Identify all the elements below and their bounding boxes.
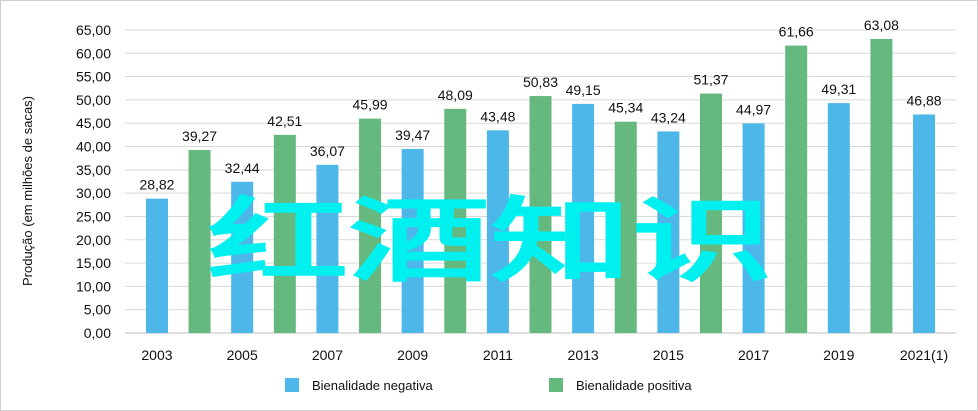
data-label: 32,44	[225, 160, 260, 176]
bar-2006	[273, 134, 296, 333]
y-tick-label: 0,00	[84, 325, 111, 341]
data-label: 44,97	[736, 101, 771, 117]
data-label: 61,66	[779, 24, 814, 40]
y-tick-label: 50,00	[76, 92, 111, 108]
x-tick-label: 2009	[397, 347, 428, 363]
y-tick-label: 45,00	[76, 115, 111, 131]
data-label: 46,88	[907, 92, 942, 108]
data-label: 43,48	[480, 108, 515, 124]
x-tick-label: 2017	[738, 347, 769, 363]
data-label: 45,34	[608, 100, 643, 116]
bar-2005	[231, 181, 254, 333]
y-tick-label: 5,00	[84, 302, 111, 318]
watermark-text: 红酒知识	[207, 188, 773, 295]
y-tick-label: 25,00	[76, 208, 111, 224]
data-label: 63,08	[864, 17, 899, 33]
bar-2013	[572, 103, 595, 334]
y-tick-label: 30,00	[76, 185, 111, 201]
y-axis-label: Produção (em milhões de sacas)	[20, 96, 35, 286]
bar-2020	[870, 38, 893, 333]
data-label: 51,37	[693, 72, 728, 88]
bar-2009	[401, 149, 424, 333]
y-tick-label: 40,00	[76, 139, 111, 155]
bar-2012	[529, 96, 552, 333]
y-tick-label: 15,00	[76, 255, 111, 271]
bar-2016	[699, 93, 722, 333]
x-tick-label: 2005	[227, 347, 258, 363]
y-tick-label: 65,00	[76, 22, 111, 38]
y-tick-label: 20,00	[76, 232, 111, 248]
data-label: 48,09	[438, 87, 473, 103]
bar-2018	[785, 45, 808, 333]
bar-2019	[827, 103, 850, 333]
x-tick-label: 2007	[312, 347, 343, 363]
bar-2021(1)	[913, 114, 936, 334]
data-label: 49,15	[566, 82, 601, 98]
bar-2003	[145, 198, 168, 333]
y-tick-label: 35,00	[76, 162, 111, 178]
data-label: 45,99	[353, 97, 388, 113]
bars	[145, 38, 936, 334]
legend-swatch-positiva	[549, 378, 563, 392]
data-label: 36,07	[310, 143, 345, 159]
bar-2010	[444, 108, 467, 333]
bar-2004	[188, 149, 211, 333]
y-tick-label: 60,00	[76, 45, 111, 61]
data-label: 43,24	[651, 109, 686, 125]
x-tick-label: 2011	[483, 347, 513, 363]
legend-label-negativa: Bienalidade negativa	[312, 378, 433, 393]
bar-2015	[657, 131, 680, 333]
y-tick-label: 55,00	[76, 69, 111, 85]
x-tick-label: 2013	[568, 347, 599, 363]
x-axis-ticks: 2003 2005 2007 2009 2011 2013 2015 2017 2019 2021…	[141, 347, 948, 363]
x-tick-label: 2021(1)	[900, 347, 948, 363]
data-label: 39,47	[395, 127, 430, 143]
x-tick-label: 2003	[141, 347, 172, 363]
legend-label-positiva: Bienalidade positiva	[576, 378, 692, 393]
data-label: 42,51	[267, 113, 302, 129]
legend-swatch-negativa	[285, 378, 299, 392]
x-tick-label: 2015	[653, 347, 684, 363]
bar-2017	[742, 123, 765, 334]
data-label: 39,27	[182, 128, 217, 144]
bar-2007	[316, 164, 339, 333]
x-tick-label: 2019	[823, 347, 854, 363]
y-tick-label: 10,00	[76, 278, 111, 294]
data-label: 28,82	[139, 177, 174, 193]
data-labels: 28,82 39,27 32,44 42,51 36,07 45,99 39,47 48,09…	[139, 17, 941, 193]
bar-2008	[359, 118, 382, 333]
data-label: 49,31	[821, 81, 856, 97]
bar-2014	[614, 121, 637, 333]
legend: Bienalidade negativa Bienalidade positiv…	[285, 378, 692, 393]
data-label: 50,83	[523, 74, 558, 90]
bar-2011	[486, 130, 509, 333]
y-axis-ticks: 0,00 5,00 10,00 15,00 20,00 25,00 30,00 35,00 40…	[76, 22, 111, 341]
